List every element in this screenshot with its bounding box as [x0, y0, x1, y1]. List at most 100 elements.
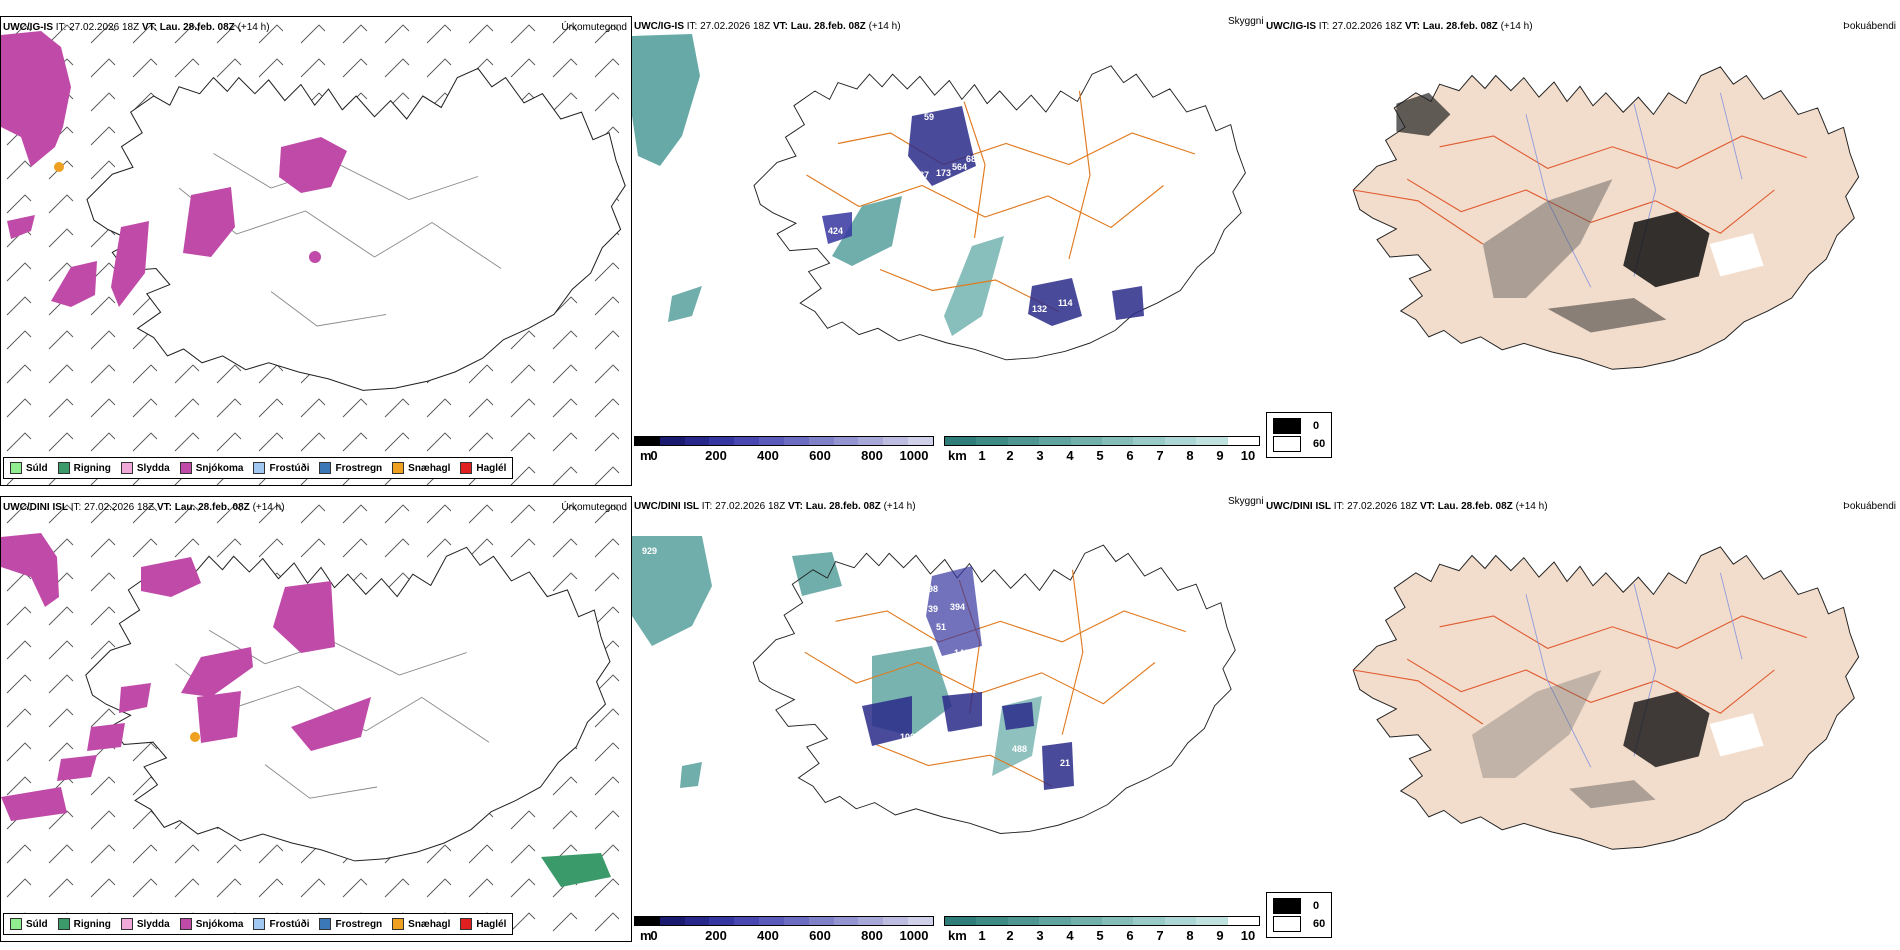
colorbar-tick: 0	[650, 448, 658, 463]
panel-title: UWC/DINI ISL IT: 27.02.2026 18Z VT: Lau.…	[1266, 501, 1548, 512]
cloudbase-label: 394	[950, 602, 965, 612]
colorbar-tick: 800	[861, 448, 883, 463]
panel-title: UWC/IG-IS IT: 27.02.2026 18Z VT: Lau. 28…	[1266, 21, 1533, 32]
cloudbase-label: 887	[914, 170, 929, 180]
cloudbase-label: 488	[1012, 744, 1027, 754]
panel-name: Skyggni	[1228, 496, 1264, 507]
fog-map-2	[1352, 546, 1860, 850]
precip-type-panel-2: UWC/DINI ISL IT: 27.02.2026 18Z VT: Lau.…	[0, 496, 632, 942]
fog-legend-item: 60	[1273, 915, 1325, 933]
cloudbase-label: 564	[952, 162, 967, 172]
cloudbase-label: 51	[936, 622, 946, 632]
cloudbase-label: 929	[642, 546, 657, 556]
fog-legend-item: 0	[1273, 897, 1325, 915]
panel-title: UWC/DINI ISL IT: 27.02.2026 18Z VT: Lau.…	[634, 501, 916, 512]
cloudbase-label: 106	[928, 752, 943, 762]
legend-item: Snæhagl	[392, 918, 450, 930]
colorbar-unit: km	[948, 448, 967, 463]
legend-item: Frostúði	[253, 462, 309, 474]
legend-item: Haglél	[460, 462, 506, 474]
panel-name: Þokuábendi	[1843, 21, 1896, 32]
panel-title: UWC/DINI ISL IT: 27.02.2026 18Z VT: Lau.…	[3, 502, 285, 513]
legend-item: Súld	[10, 462, 48, 474]
colorbar-tick: 1000	[899, 448, 929, 463]
legend-item: Rigning	[57, 918, 111, 930]
fog-map-1	[1352, 66, 1860, 370]
colorbar-tick: 200	[705, 928, 727, 942]
legend-item: Snjókoma	[179, 462, 243, 474]
legend-item: Súld	[10, 918, 48, 930]
panel-name: Skyggni	[1228, 16, 1264, 27]
colorbar-tick: 6	[1126, 448, 1134, 463]
colorbar-tick: 400	[757, 928, 779, 942]
cloudbase-label: 138	[1012, 786, 1027, 796]
colorbar-tick: 3	[1036, 448, 1044, 463]
legend-item: Frostregn	[319, 918, 382, 930]
fog-legend-item: 60	[1273, 435, 1325, 453]
colorbar-tick: 1	[978, 928, 986, 942]
cloudbase-label: 108	[900, 732, 915, 742]
colorbar-tick: 9	[1216, 928, 1224, 942]
fog-legend-2: 0 60	[1266, 892, 1333, 938]
snow-area-nw	[1, 31, 71, 167]
panel-name: Úrkomutegund	[561, 502, 627, 513]
cloudbase-colorbar-strip	[634, 916, 934, 926]
colorbar-unit: m	[640, 448, 652, 463]
visibility-colorbar: km 1 2 3 4 5 6 7 8 9 10	[944, 916, 1260, 942]
legend-item: Snjókoma	[179, 918, 243, 930]
cloudbase-label: 122	[936, 730, 951, 740]
legend-item: Snæhagl	[392, 462, 450, 474]
colorbar-tick: 1000	[899, 928, 929, 942]
cloudbase-label: 424	[828, 226, 843, 236]
cloudbase-label: 140	[954, 648, 969, 658]
cloudbase-label: 152	[830, 706, 845, 716]
cloudbase-label: 230	[846, 652, 861, 662]
fog-legend-1: 0 60	[1266, 412, 1333, 458]
colorbar-tick: 8	[1186, 928, 1194, 942]
cloudbase-label: 186	[958, 180, 973, 190]
colorbar-tick: 7	[1156, 928, 1164, 942]
cloudbase-colorbar: m 0 200 400 600 800 1000	[634, 916, 934, 942]
cloudbase-label: 114	[1058, 298, 1073, 308]
colorbar-tick: 400	[757, 448, 779, 463]
cloudbase-label: 59	[924, 112, 934, 122]
colorbar-tick: 3	[1036, 928, 1044, 942]
snow-area-nw	[1, 533, 59, 607]
cloudbase-label: 39	[928, 604, 938, 614]
cloudbase-label: 146	[1034, 270, 1049, 280]
colorbar-tick: 9	[1216, 448, 1224, 463]
colorbar-tick: 4	[1066, 448, 1074, 463]
fog-panel-2: UWC/DINI ISL IT: 27.02.2026 18Z VT: Lau.…	[1264, 496, 1900, 942]
visibility-colorbar-strip	[944, 916, 1260, 926]
colorbar-tick: 5	[1096, 448, 1104, 463]
panel-title: UWC/IG-IS IT: 27.02.2026 18Z VT: Lau. 28…	[634, 21, 901, 32]
colorbar-tick: 6	[1126, 928, 1134, 942]
panel-title: UWC/IG-IS IT: 27.02.2026 18Z VT: Lau. 28…	[3, 22, 270, 33]
panel-name: Úrkomutegund	[561, 22, 627, 33]
cloudbase-colorbar: m 0 200 400 600 800 1000	[634, 436, 934, 463]
legend-item: Frostúði	[253, 918, 309, 930]
colorbar-tick: 10	[1240, 448, 1256, 463]
visibility-panel-2: 929 98 394 39 51 140 230 152 122 108 88 …	[632, 496, 1264, 942]
colorbar-tick: 5	[1096, 928, 1104, 942]
cloudbase-label: 88	[880, 754, 890, 764]
visibility-colorbar-strip	[944, 436, 1260, 446]
colorbar-tick: 8	[1186, 448, 1194, 463]
colorbar-unit: m	[640, 928, 652, 942]
cloudbase-label: 688	[966, 154, 981, 164]
visibility-map-1: 59 688 887 173 564 186 606 424 86 131 59…	[632, 34, 1246, 361]
legend-item: Rigning	[57, 462, 111, 474]
legend-item: Haglél	[460, 918, 506, 930]
cloudbase-label: 98	[928, 584, 938, 594]
precip-legend: Súld Rigning Slydda Snjókoma Frostúði Fr…	[3, 913, 514, 935]
precip-map-1	[1, 17, 631, 485]
cloudbase-label: 132	[1032, 304, 1047, 314]
visibility-colorbar: km 1 2 3 4 5 6 7 8 9 10	[944, 436, 1260, 463]
cloudbase-label: 131	[940, 248, 955, 258]
visibility-panel-1: 59 688 887 173 564 186 606 424 86 131 59…	[632, 16, 1264, 486]
colorbar-tick: 10	[1240, 928, 1256, 942]
cloudbase-label: 21	[1060, 758, 1070, 768]
colorbar-tick: 200	[705, 448, 727, 463]
legend-item: Slydda	[120, 918, 170, 930]
colorbar-tick: 800	[861, 928, 883, 942]
